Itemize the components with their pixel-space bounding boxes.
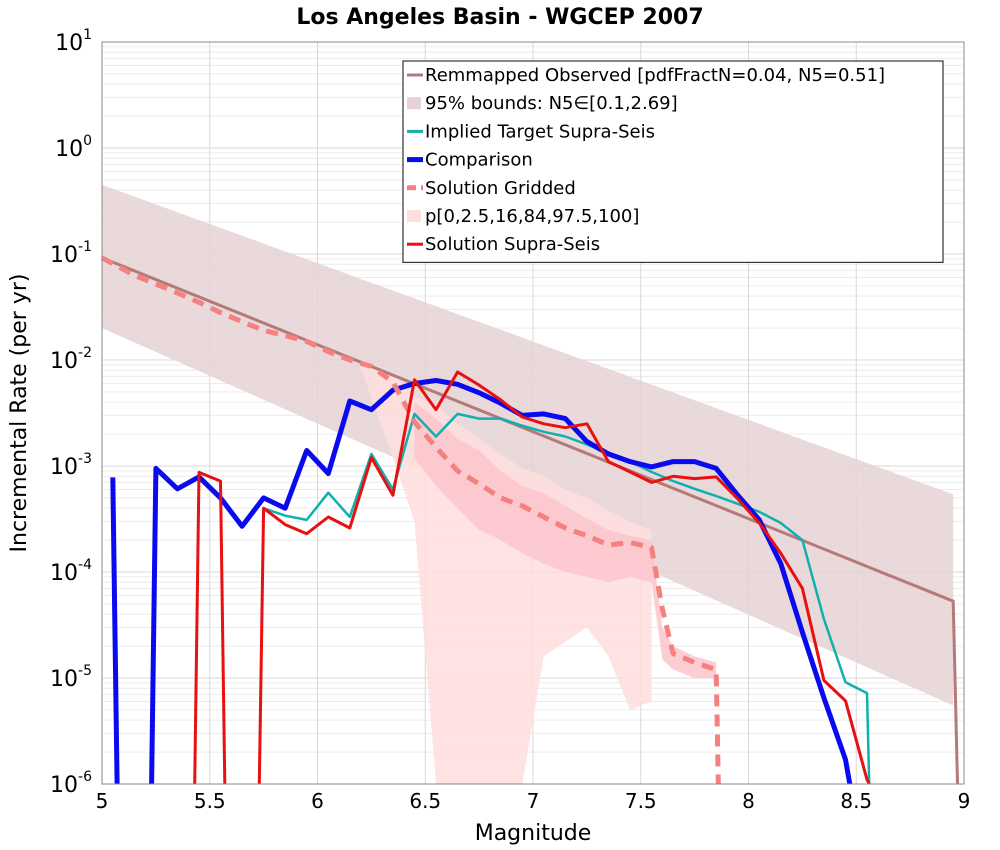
plot-frame	[101, 41, 965, 785]
x-tick-label: 7.5	[625, 789, 657, 813]
y-tick-label: 10-3	[50, 451, 92, 480]
legend-swatch	[407, 97, 421, 110]
legend-label: Implied Target Supra-Seis	[425, 121, 655, 142]
y-tick-label: 10-4	[50, 557, 92, 586]
legend: Remmapped Observed [pdfFractN=0.04, N5=0…	[402, 60, 944, 263]
x-tick-label: 5.5	[194, 789, 226, 813]
x-tick-label: 9	[958, 789, 971, 813]
y-tick-label: 100	[55, 133, 92, 162]
series-remmapped-observed-pdffractn-0-04-n5-0-51-	[101, 256, 959, 785]
legend-swatch	[407, 210, 421, 222]
x-tick-label: 7	[527, 789, 540, 813]
confidence-bands	[102, 184, 954, 784]
legend-box	[402, 60, 944, 263]
legend-label: Solution Supra-Seis	[425, 234, 600, 255]
chart-title: Los Angeles Basin - WGCEP 2007	[296, 5, 703, 30]
y-tick-label: 10-2	[50, 345, 92, 374]
series-comparison	[110, 477, 120, 785]
legend-label: 95% bounds: N5∈[0.1,2.69]	[425, 93, 678, 114]
legend-label: Remmapped Observed [pdfFractN=0.04, N5=0…	[425, 65, 885, 86]
series-solution-supra-seis	[257, 370, 871, 785]
x-tick-labels: 5 5.5 6 6.5 7 7.5 8 8.5 9	[96, 789, 971, 813]
legend-label: p[0,2.5,16,84,97.5,100]	[425, 206, 639, 227]
x-tick-label: 8.5	[840, 789, 872, 813]
series-comparison	[149, 378, 853, 785]
band-95-bounds-n5-0-1-2-69-	[102, 184, 954, 706]
x-tick-label: 6	[311, 789, 324, 813]
band-p-inner	[414, 402, 717, 678]
y-tick-label: 10-5	[50, 663, 92, 692]
x-axis-label: Magnitude	[475, 821, 592, 846]
x-tick-label: 5	[96, 789, 109, 813]
y-tick-labels: 10-6 10-5 10-4 10-3 10-2 10-1 100 101	[50, 27, 92, 798]
series-solution-gridded	[100, 255, 721, 785]
series-lines	[100, 255, 959, 785]
y-axis-label: Incremental Rate (per yr)	[7, 274, 32, 553]
x-tick-label: 8	[742, 789, 755, 813]
series-solution-supra-seis	[193, 470, 227, 785]
y-tick-label: 10-6	[50, 769, 92, 798]
x-tick-label: 6.5	[409, 789, 441, 813]
y-tick-label: 10-1	[50, 239, 92, 268]
y-tick-label: 101	[55, 27, 92, 56]
legend-label: Solution Gridded	[425, 178, 576, 199]
legend-label: Comparison	[425, 150, 533, 171]
